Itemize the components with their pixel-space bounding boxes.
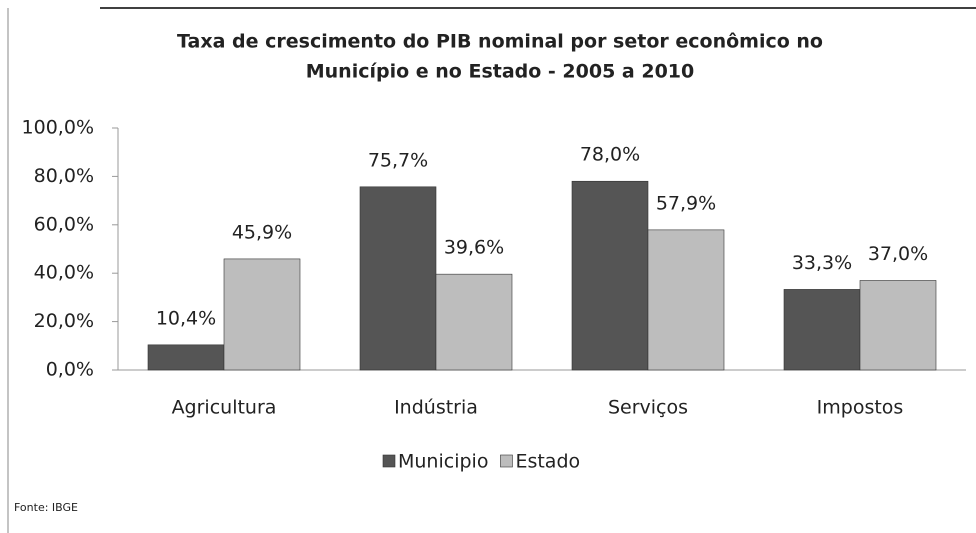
x-tick-label: Indústria <box>394 397 478 419</box>
bar <box>147 344 225 371</box>
x-tick-label: Impostos <box>817 397 904 419</box>
bar <box>859 280 937 371</box>
y-tick-label: 100,0% <box>22 117 94 139</box>
value-label: 78,0% <box>580 144 640 166</box>
chart-title: Município e no Estado - 2005 a 2010 <box>306 61 695 83</box>
y-tick-label: 80,0% <box>34 165 94 187</box>
bar <box>223 258 301 371</box>
y-tick-label: 60,0% <box>34 213 94 235</box>
x-tick-label: Serviços <box>608 397 688 419</box>
legend-label: Municipio <box>398 451 488 473</box>
value-label: 10,4% <box>156 307 216 329</box>
legend-swatch <box>500 454 513 468</box>
y-tick-label: 20,0% <box>34 310 94 332</box>
value-label: 57,9% <box>656 192 716 214</box>
x-tick-label: Agricultura <box>172 397 277 419</box>
bar <box>571 180 649 371</box>
legend-swatch <box>382 454 396 468</box>
source: Fonte: IBGE <box>14 501 78 514</box>
bar <box>435 273 513 371</box>
value-label: 75,7% <box>368 149 428 171</box>
bar <box>359 186 437 371</box>
bar <box>783 289 861 371</box>
value-label: 45,9% <box>232 221 292 243</box>
y-tick-label: 40,0% <box>34 262 94 284</box>
legend-label: Estado <box>515 451 580 473</box>
value-label: 33,3% <box>792 252 852 274</box>
chart-title: Taxa de crescimento do PIB nominal por s… <box>177 31 823 53</box>
value-label: 37,0% <box>868 243 928 265</box>
value-label: 39,6% <box>444 237 504 259</box>
y-tick-label: 0,0% <box>46 359 94 381</box>
bar <box>647 229 725 371</box>
